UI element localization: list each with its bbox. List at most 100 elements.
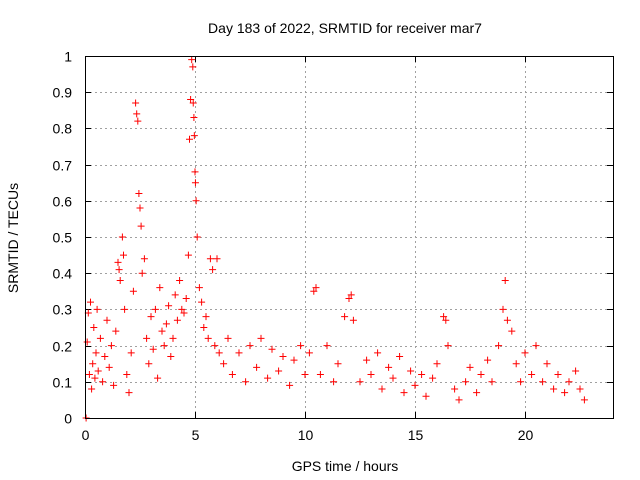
data-point bbox=[191, 179, 199, 187]
data-point bbox=[517, 378, 525, 386]
x-tick-label: 0 bbox=[82, 427, 90, 443]
data-point bbox=[554, 371, 562, 379]
data-point bbox=[279, 352, 287, 360]
data-point bbox=[528, 371, 536, 379]
data-point bbox=[220, 360, 228, 368]
data-point bbox=[89, 360, 97, 368]
data-point bbox=[268, 345, 276, 353]
data-point bbox=[565, 378, 573, 386]
data-point bbox=[301, 371, 309, 379]
data-point bbox=[418, 371, 426, 379]
data-point bbox=[305, 349, 313, 357]
x-tick-label: 5 bbox=[192, 427, 200, 443]
data-point bbox=[151, 305, 159, 313]
data-point bbox=[191, 168, 199, 176]
data-point bbox=[169, 334, 177, 342]
x-axis-title: GPS time / hours bbox=[292, 458, 399, 474]
data-point bbox=[158, 327, 166, 335]
y-tick-label: 0.9 bbox=[53, 85, 73, 101]
data-point bbox=[312, 284, 320, 292]
data-point bbox=[532, 342, 540, 350]
data-point bbox=[184, 251, 192, 259]
data-point bbox=[189, 63, 197, 71]
data-point bbox=[156, 284, 164, 292]
data-point bbox=[160, 342, 168, 350]
data-point bbox=[188, 56, 196, 64]
y-tick-label: 0.5 bbox=[53, 230, 73, 246]
data-point bbox=[202, 313, 210, 321]
data-point bbox=[186, 135, 193, 143]
data-point bbox=[167, 352, 175, 360]
y-tick-label: 0.1 bbox=[53, 375, 73, 391]
data-point bbox=[253, 363, 261, 371]
data-point bbox=[341, 313, 349, 321]
data-point bbox=[407, 367, 415, 375]
data-point bbox=[93, 305, 101, 313]
data-point bbox=[290, 356, 298, 364]
data-point bbox=[132, 99, 140, 107]
data-point bbox=[192, 197, 200, 205]
data-point bbox=[145, 360, 153, 368]
data-point bbox=[189, 99, 197, 107]
data-point bbox=[91, 374, 99, 382]
data-point bbox=[400, 389, 408, 397]
data-point bbox=[580, 396, 588, 404]
data-point bbox=[310, 287, 318, 295]
data-point bbox=[120, 251, 127, 259]
data-point bbox=[99, 378, 107, 386]
data-point bbox=[149, 345, 157, 353]
data-point bbox=[345, 295, 353, 303]
data-point bbox=[242, 378, 250, 386]
data-point bbox=[85, 371, 93, 379]
data-point bbox=[92, 349, 100, 357]
data-point bbox=[477, 371, 485, 379]
data-point bbox=[165, 302, 173, 310]
data-point bbox=[140, 255, 148, 263]
data-point bbox=[137, 222, 145, 230]
data-point bbox=[521, 349, 529, 357]
data-point bbox=[213, 255, 221, 263]
plot-frame bbox=[85, 56, 614, 419]
x-tick-label: 10 bbox=[298, 427, 314, 443]
data-point bbox=[105, 363, 113, 371]
data-point bbox=[147, 313, 155, 321]
y-tick-label: 0.7 bbox=[53, 158, 73, 174]
data-point bbox=[550, 385, 558, 393]
data-point bbox=[215, 349, 223, 357]
data-point bbox=[162, 320, 170, 328]
data-point bbox=[107, 342, 115, 350]
data-point bbox=[422, 392, 430, 400]
data-point bbox=[488, 378, 496, 386]
data-point bbox=[176, 276, 184, 284]
data-point bbox=[115, 266, 123, 274]
data-point bbox=[103, 316, 111, 324]
data-point bbox=[576, 385, 584, 393]
y-tick-label: 0.3 bbox=[53, 302, 73, 318]
data-point bbox=[198, 298, 206, 306]
data-point bbox=[211, 342, 219, 350]
data-point bbox=[206, 255, 214, 263]
data-point bbox=[257, 334, 265, 342]
data-point bbox=[429, 374, 437, 382]
grid-lines bbox=[85, 56, 613, 418]
data-point bbox=[466, 363, 474, 371]
data-point bbox=[455, 396, 463, 404]
y-tick-label: 0.4 bbox=[53, 266, 73, 282]
y-tick-label: 0.8 bbox=[53, 121, 73, 137]
data-point bbox=[264, 374, 272, 382]
data-point bbox=[129, 287, 137, 295]
data-point bbox=[180, 309, 188, 317]
data-point bbox=[121, 305, 129, 313]
data-point bbox=[171, 291, 179, 299]
data-point bbox=[374, 349, 382, 357]
data-point bbox=[473, 389, 481, 397]
data-point bbox=[495, 342, 503, 350]
y-axis-title: SRMTID / TECUs bbox=[5, 183, 21, 293]
data-point bbox=[228, 371, 236, 379]
data-point bbox=[349, 316, 357, 324]
data-point bbox=[323, 342, 331, 350]
data-point bbox=[83, 338, 91, 346]
y-tick-label: 0 bbox=[64, 411, 72, 427]
data-point bbox=[235, 349, 243, 357]
data-point bbox=[187, 95, 195, 103]
